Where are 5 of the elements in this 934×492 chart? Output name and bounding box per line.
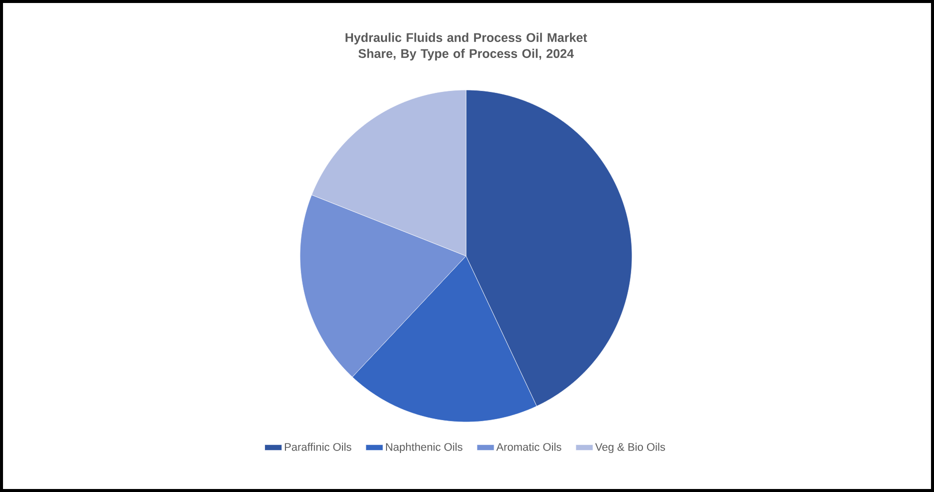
- legend-label: Paraffinic Oils: [284, 442, 352, 451]
- legend-label: Aromatic Oils: [496, 442, 562, 451]
- legend-label: Veg & Bio Oils: [595, 442, 666, 454]
- chart-title: Hydraulic Fluids and Process Oil Market Share, By Type of Process Oil, 2024: [346, 32, 588, 60]
- legend-label: Naphthenic Oils: [386, 442, 462, 454]
